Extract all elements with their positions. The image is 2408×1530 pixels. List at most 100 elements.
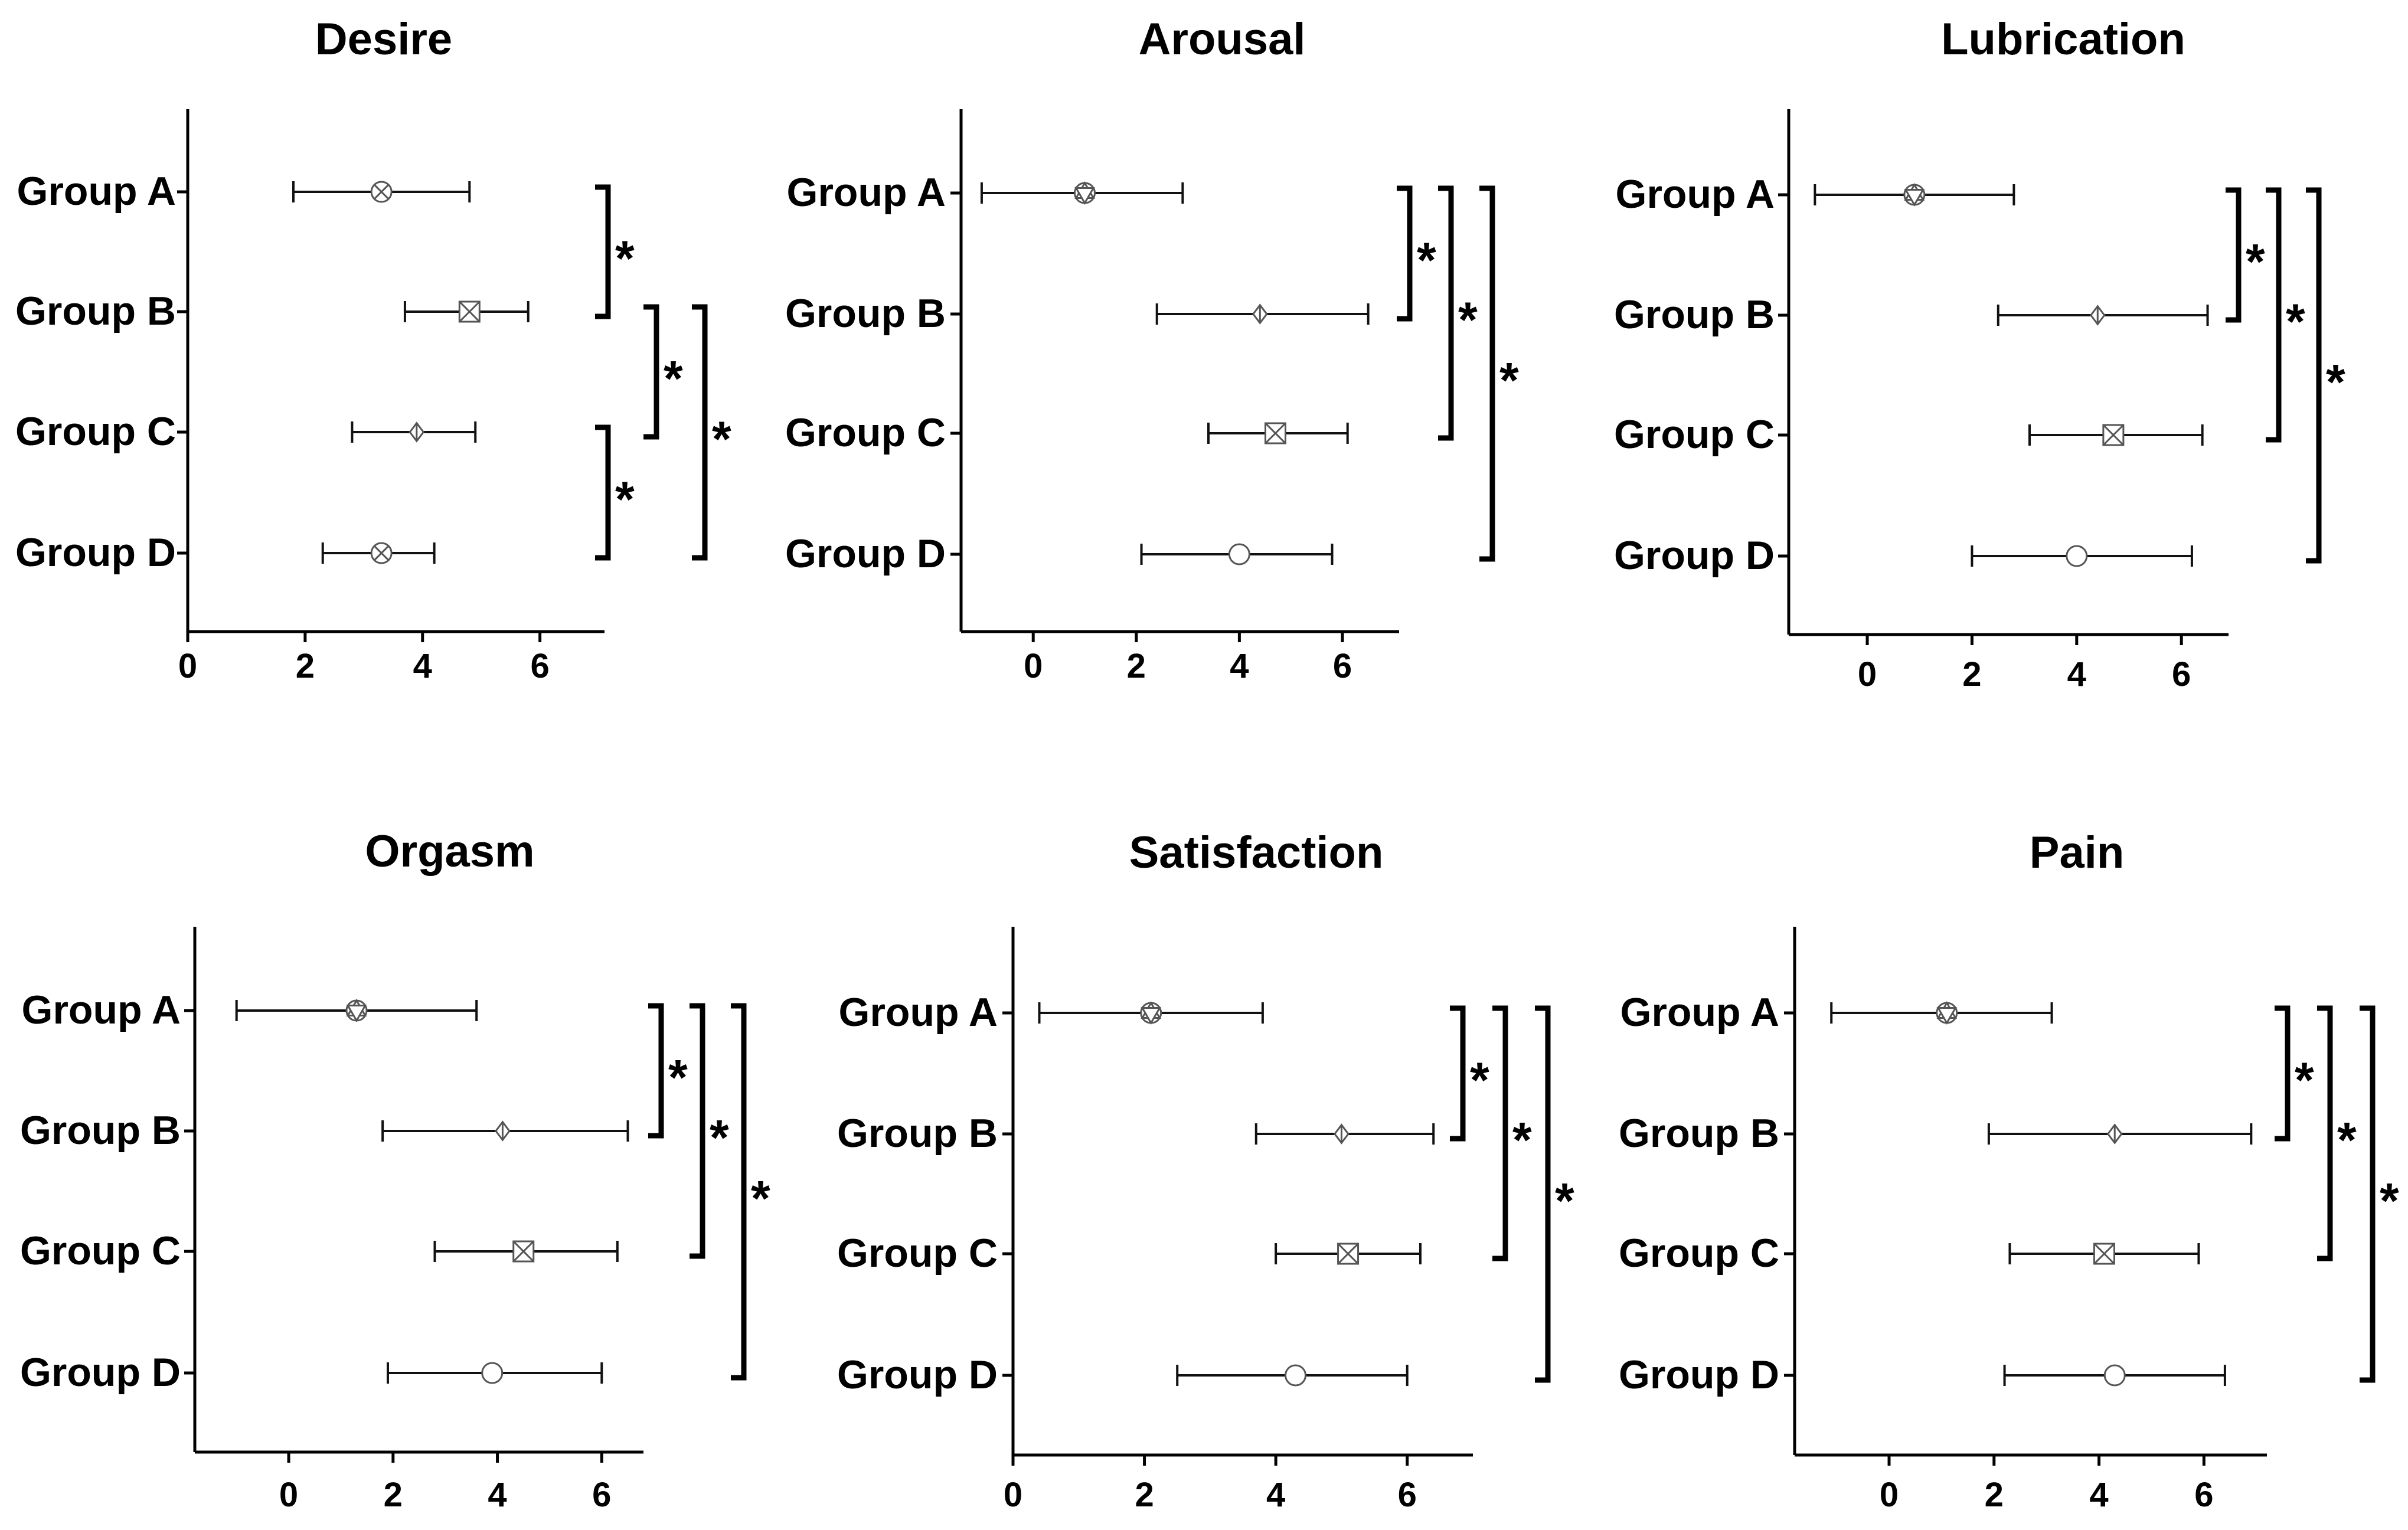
marker-square-x <box>1264 422 1286 444</box>
x-tick-label: 4 <box>488 1476 507 1514</box>
significance-star: * <box>710 1110 729 1165</box>
x-tick-label: 0 <box>1024 647 1043 685</box>
marker-triangle <box>346 1005 367 1022</box>
marker-diamond <box>2089 305 2106 326</box>
x-tick-label: 4 <box>1230 647 1249 685</box>
marker-cross <box>374 184 390 200</box>
marker-cross <box>374 545 390 561</box>
significance-bracket <box>648 1003 664 1139</box>
significance-star: * <box>1499 352 1519 408</box>
x-tick-label: 6 <box>530 647 549 685</box>
marker-diamond <box>495 1120 511 1142</box>
marker-cross <box>1265 422 1286 444</box>
x-tick-label: 2 <box>296 647 315 685</box>
x-tick-label: 6 <box>1398 1476 1417 1514</box>
significance-bracket <box>1535 1005 1551 1383</box>
x-tick-label: 2 <box>1962 655 1981 694</box>
significance-star: * <box>615 472 635 527</box>
panel-desire: Desire 0 2 4 6 Group A Group B Group C Group D * *… <box>15 14 731 685</box>
x-tick-label: 4 <box>1266 1476 1285 1514</box>
x-tick-label: 0 <box>1880 1476 1899 1514</box>
marker-diamond <box>1334 1123 1350 1145</box>
marker-circle <box>1285 1364 1307 1387</box>
significance-bracket <box>595 424 611 561</box>
significance-bracket <box>2317 1005 2333 1261</box>
marker-circle <box>481 1362 504 1384</box>
significance-star: * <box>615 231 635 286</box>
marker-circle <box>2066 545 2088 567</box>
marker-circle <box>2066 545 2088 567</box>
significance-star: * <box>751 1171 770 1226</box>
significance-bracket <box>1492 1005 1508 1261</box>
panel-title: Pain <box>2030 828 2125 878</box>
x-tick-label: 2 <box>384 1476 403 1514</box>
category-label: Group C <box>15 409 176 454</box>
panel-arousal: Arousal 0 2 4 6 Group A Group B Group C Group D *… <box>785 14 1519 685</box>
category-label: Group D <box>1619 1352 1779 1397</box>
category-label: Group A <box>839 990 998 1035</box>
category-label: Group A <box>787 170 946 215</box>
marker-cross <box>512 1240 534 1263</box>
category-label: Group B <box>837 1111 998 1156</box>
significance-bracket <box>643 304 659 440</box>
marker-hexagram <box>1903 183 1926 207</box>
significance-bracket <box>2306 187 2322 564</box>
significance-star: * <box>2246 234 2265 289</box>
significance-star: * <box>1458 292 1478 348</box>
marker-circle <box>1228 543 1250 565</box>
marker-diamond <box>409 421 425 443</box>
significance-bracket <box>731 1003 747 1381</box>
panel-lubrication: Lubrication 0 2 4 6 Group A Group B Group C Grou… <box>1614 14 2345 694</box>
x-tick-label: 6 <box>2194 1476 2213 1514</box>
significance-star: * <box>1470 1052 1489 1108</box>
marker-hexagram <box>345 999 368 1022</box>
category-label: Group B <box>1614 292 1775 337</box>
significance-bracket <box>2360 1005 2376 1383</box>
category-label: Group B <box>785 291 946 336</box>
panel-title: Lubrication <box>1941 14 2185 64</box>
x-tick-label: 4 <box>2067 655 2086 694</box>
category-label: Group C <box>785 410 946 455</box>
marker-circle <box>1285 1364 1307 1387</box>
marker-triangle <box>1936 1007 1958 1025</box>
category-label: Group A <box>1616 172 1775 217</box>
significance-bracket <box>1438 185 1454 441</box>
x-tick-label: 0 <box>279 1476 298 1514</box>
marker-square-x <box>2093 1243 2115 1265</box>
category-label: Group A <box>1620 990 1779 1035</box>
marker-circle <box>2103 1364 2126 1387</box>
category-label: Group B <box>20 1108 181 1153</box>
category-label: Group C <box>1614 412 1775 457</box>
marker-triangle <box>1904 189 1925 207</box>
significance-bracket <box>690 1003 705 1259</box>
marker-circle <box>2103 1364 2126 1387</box>
significance-star: * <box>1417 233 1436 288</box>
significance-star: * <box>2295 1052 2314 1108</box>
marker-hexagram <box>1140 1001 1162 1025</box>
x-tick-label: 6 <box>1333 647 1352 685</box>
marker-hexagram <box>1936 1001 1958 1025</box>
significance-star: * <box>668 1050 688 1105</box>
marker-hexagram <box>1074 181 1096 205</box>
panel-satisfaction: Satisfaction 0 2 4 6 Group A Group B Group C Gro… <box>837 828 1574 1514</box>
panel-orgasm: Orgasm 0 2 4 6 Group A Group B Group C Group D * *… <box>20 826 770 1514</box>
significance-star: * <box>2337 1112 2357 1168</box>
marker-circle <box>481 1362 504 1384</box>
marker-cross <box>1337 1243 1359 1265</box>
category-label: Group D <box>785 531 946 576</box>
marker-diamond <box>1252 303 1268 325</box>
significance-star: * <box>712 411 731 467</box>
category-label: Group C <box>1619 1231 1779 1276</box>
x-tick-label: 2 <box>1985 1476 2004 1514</box>
marker-cross <box>2093 1243 2115 1265</box>
x-tick-label: 0 <box>178 647 197 685</box>
category-label: Group B <box>15 289 176 334</box>
x-tick-label: 6 <box>2172 655 2191 694</box>
x-tick-label: 2 <box>1135 1476 1154 1514</box>
marker-cross <box>459 300 481 323</box>
category-label: Group A <box>17 169 176 214</box>
panel-title: Arousal <box>1139 14 1306 64</box>
category-label: Group B <box>1619 1111 1779 1156</box>
marker-square-x <box>458 300 481 323</box>
